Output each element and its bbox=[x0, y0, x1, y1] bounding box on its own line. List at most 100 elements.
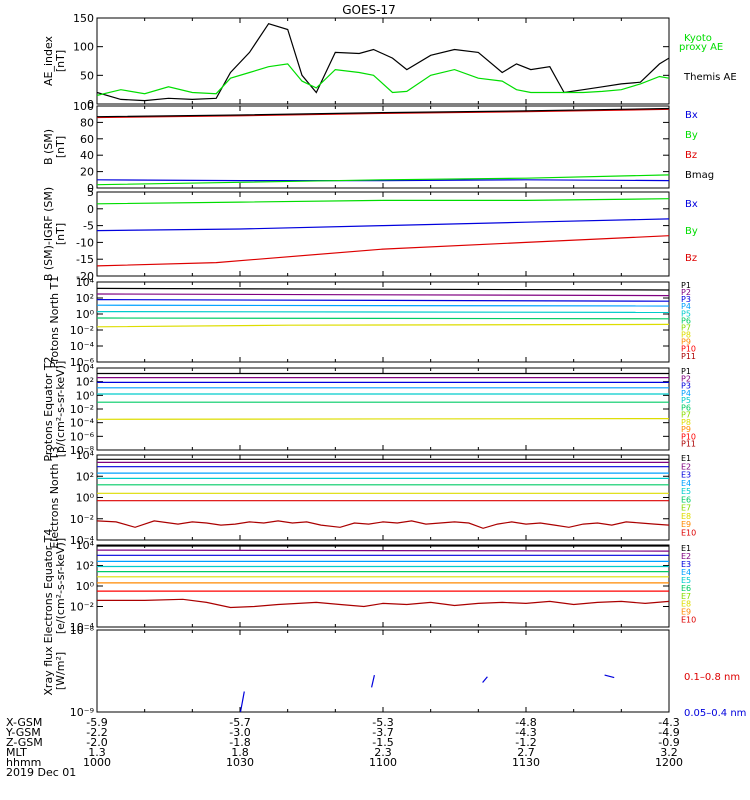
y-axis-label: Xray flux bbox=[42, 646, 55, 696]
y-tick-label: 10² bbox=[76, 560, 94, 573]
legend-p8: P8 bbox=[681, 331, 691, 340]
panel-frame bbox=[96, 629, 670, 713]
x-row-label-z-gsm: Z-GSM bbox=[6, 736, 43, 749]
legend-p3: P3 bbox=[681, 295, 691, 304]
legend-e7: E7 bbox=[681, 592, 691, 601]
legend-bx: Bx bbox=[685, 199, 698, 210]
legend-e2: E2 bbox=[681, 462, 691, 471]
y-tick-label: 0 bbox=[87, 203, 94, 216]
legend-e5: E5 bbox=[681, 487, 691, 496]
y-axis-label: B (SM)-IGRF (SM) bbox=[42, 187, 55, 281]
y-tick-label: 10⁻⁸ bbox=[70, 444, 95, 457]
series-bmag bbox=[97, 107, 669, 118]
legend-e1: E1 bbox=[681, 544, 691, 553]
y-tick-label: 10⁻⁴ bbox=[70, 417, 95, 430]
legend-themis-ae: Themis AE bbox=[683, 72, 737, 83]
series-0-05-0-4-nm bbox=[239, 691, 245, 712]
legend-by: By bbox=[685, 226, 698, 237]
y-axis-label: Electrons Equator T4 bbox=[42, 529, 55, 644]
y-axis-label: [W/m²] bbox=[54, 652, 67, 690]
series-e2 bbox=[97, 549, 669, 552]
y-tick-label: 10² bbox=[76, 376, 94, 389]
legend-0-1-0-8-nm: 0.1–0.8 nm bbox=[684, 672, 740, 683]
legend-e7: E7 bbox=[681, 504, 691, 513]
y-tick-label: 10⁰ bbox=[76, 308, 95, 321]
x-row-value: -4.8 bbox=[515, 716, 536, 729]
y-tick-label: 10⁻⁶ bbox=[70, 430, 95, 443]
y-tick-label: 10⁻² bbox=[70, 324, 94, 337]
date-label: 2019 Dec 01 bbox=[6, 766, 76, 779]
x-row-value: 2.3 bbox=[374, 746, 392, 759]
legend-p11: P11 bbox=[681, 440, 696, 449]
legend-e9: E9 bbox=[681, 608, 691, 617]
x-row-value: -4.3 bbox=[515, 726, 536, 739]
y-tick-label: -20 bbox=[76, 270, 94, 283]
y-tick-label: 80 bbox=[80, 116, 94, 129]
series-e10 bbox=[97, 598, 669, 609]
x-row-value: -1.5 bbox=[372, 736, 393, 749]
y-tick-label: 150 bbox=[73, 12, 94, 25]
y-tick-label: 0 bbox=[87, 98, 94, 111]
panel-3: -20 -15 -10 -5 0 5 B (SM)-IGRF (SM) [nT] Bx By Bz bbox=[42, 186, 698, 283]
x-row-value: 1.8 bbox=[231, 746, 249, 759]
y-tick-label: 60 bbox=[80, 133, 94, 146]
plot-title: GOES-17 bbox=[342, 3, 396, 17]
y-tick-label: 10⁻⁹ bbox=[70, 706, 94, 719]
x-row-value: 2.7 bbox=[517, 746, 535, 759]
legend-bz: Bz bbox=[685, 150, 697, 161]
y-tick-label: 10⁻⁸ bbox=[70, 624, 95, 637]
x-row-value: -2.0 bbox=[86, 736, 107, 749]
legend-kyoto-proxy-ae: Kyoto bbox=[684, 33, 712, 44]
series-bz bbox=[97, 108, 669, 119]
legend-p7: P7 bbox=[681, 411, 691, 420]
legend-p7: P7 bbox=[681, 323, 691, 332]
x-row-value: -3.7 bbox=[372, 726, 393, 739]
y-tick-label: 100 bbox=[73, 100, 94, 113]
series-p5 bbox=[97, 311, 669, 313]
legend-p1: P1 bbox=[681, 281, 691, 290]
series-e10 bbox=[97, 520, 669, 529]
y-tick-label: -10 bbox=[76, 236, 94, 249]
x-row-label-mlt: MLT bbox=[6, 746, 27, 759]
legend-p10: P10 bbox=[681, 345, 696, 354]
x-row-value: 3.2 bbox=[660, 746, 678, 759]
legend-e10: E10 bbox=[681, 528, 696, 537]
y-axis-label: [nT] bbox=[54, 136, 67, 158]
series-p7 bbox=[97, 323, 669, 328]
legend-e8: E8 bbox=[681, 512, 691, 521]
y-tick-label: 20 bbox=[80, 166, 94, 179]
legend-p6: P6 bbox=[681, 403, 691, 412]
panel-8: 10⁻⁸ 10⁻⁹ Xray flux [W/m²] 0.1–0.8 nm 0.05–0.… bbox=[42, 624, 746, 719]
series-p2 bbox=[97, 293, 669, 297]
x-row-value: 1.3 bbox=[88, 746, 106, 759]
y-tick-label: 50 bbox=[80, 69, 94, 82]
y-tick-label: 100 bbox=[73, 41, 94, 54]
series-p6 bbox=[97, 317, 669, 320]
x-row-value: 1100 bbox=[369, 756, 397, 769]
y-tick-label: 0 bbox=[87, 182, 94, 195]
x-row-value: -5.9 bbox=[86, 716, 107, 729]
legend-e6: E6 bbox=[681, 495, 691, 504]
legend-p11: P11 bbox=[681, 352, 696, 361]
series-bz bbox=[97, 235, 669, 267]
legend-p6: P6 bbox=[681, 316, 691, 325]
x-row-value: -2.2 bbox=[86, 726, 107, 739]
y-axis-label: [e/(cm²-s-sr-keV)] bbox=[54, 538, 67, 634]
y-tick-label: 10⁻² bbox=[70, 601, 94, 614]
legend-p4: P4 bbox=[681, 389, 691, 398]
legend-p2: P2 bbox=[681, 288, 691, 297]
y-tick-label: 10⁻⁴ bbox=[70, 340, 95, 353]
legend-e10: E10 bbox=[681, 616, 696, 625]
y-tick-label: 10⁰ bbox=[76, 492, 95, 505]
legend-0-05-0-4-nm: 0.05–0.4 nm bbox=[684, 708, 746, 719]
y-tick-label: 10⁻² bbox=[70, 403, 94, 416]
series-p7 bbox=[97, 418, 669, 420]
y-tick-label: 10² bbox=[76, 292, 94, 305]
panel-frame bbox=[96, 454, 670, 541]
y-tick-label: 10⁴ bbox=[76, 539, 95, 552]
legend-bz: Bz bbox=[685, 253, 697, 264]
x-row-value: -5.7 bbox=[229, 716, 250, 729]
